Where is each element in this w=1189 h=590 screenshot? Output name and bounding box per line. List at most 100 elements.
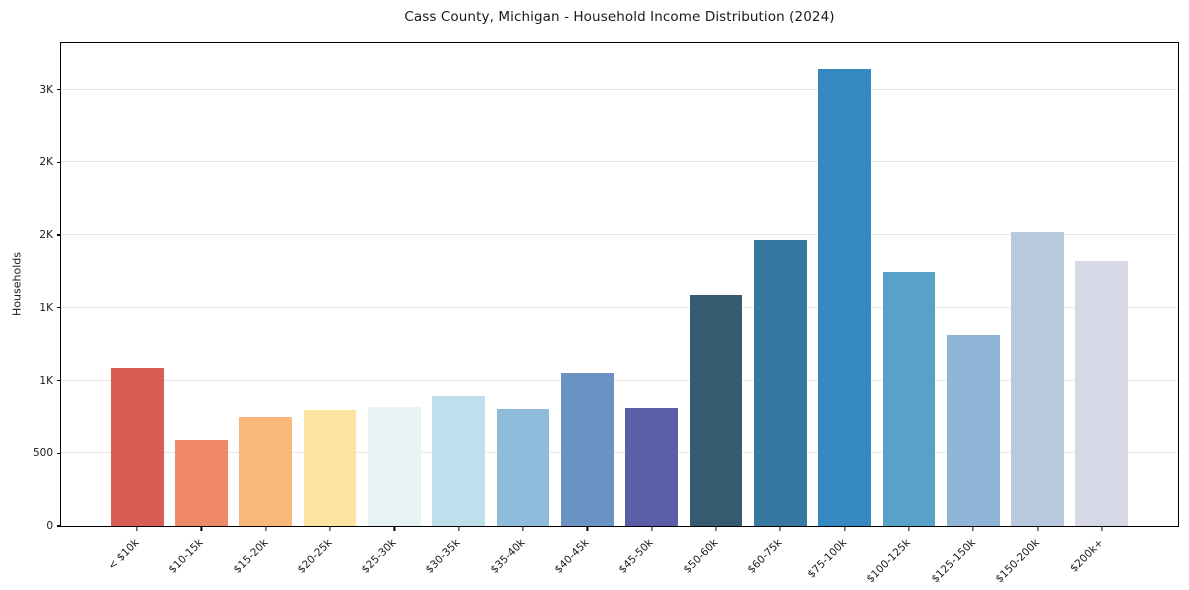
x-tick-label: $35-40k: [488, 536, 528, 576]
bar-slot: [491, 43, 555, 526]
bar-slot: [1005, 43, 1069, 526]
bar: [818, 69, 871, 526]
gridline: [61, 88, 1178, 90]
y-tick-mark: [57, 88, 61, 91]
bar-slot: [362, 43, 426, 526]
y-tick-label: 2K: [39, 229, 53, 242]
x-tick: $45-50k: [616, 526, 684, 586]
y-tick-label: 2K: [39, 156, 53, 169]
x-tick-mark: [393, 527, 395, 531]
x-tick-mark: [1036, 527, 1039, 531]
y-tick-mark: [57, 234, 61, 236]
bar-slot: [555, 43, 619, 526]
x-tick: $15-20k: [230, 526, 298, 586]
bar: [1075, 260, 1129, 526]
chart-title: Cass County, Michigan - Household Income…: [404, 9, 835, 25]
y-tick-label: 1K: [39, 374, 53, 387]
bar-slot: [812, 43, 876, 526]
bar: [625, 408, 679, 526]
bar-slot: [877, 43, 941, 526]
x-tick-mark: [136, 527, 138, 531]
x-tick: $30-35k: [423, 526, 491, 586]
x-tick-mark: [265, 527, 267, 531]
y-tick-mark: [57, 379, 61, 382]
bar: [432, 395, 486, 526]
x-tick-mark: [1101, 527, 1103, 531]
x-tick: $60-75k: [745, 526, 812, 586]
gridline: [61, 161, 1178, 163]
x-tick-label: $45-50k: [616, 536, 656, 576]
y-tick-mark: [57, 452, 61, 454]
bar: [560, 373, 614, 526]
bar: [496, 408, 550, 526]
bar-slot: [169, 43, 233, 526]
bar-slot: [298, 43, 362, 526]
x-tick-mark: [779, 527, 781, 531]
y-tick-mark: [57, 307, 61, 309]
x-tick-label: $75-100k: [805, 536, 849, 581]
x-tick-mark: [844, 527, 846, 531]
y-tick-label: 0: [46, 520, 53, 532]
x-tick: $50-60k: [681, 526, 748, 586]
x-tick: $20-25k: [295, 526, 362, 586]
plot-area: 0 500 1K 1K 2K 2K 3K < $10k $10-15k $15-20k $20-2…: [33, 42, 1179, 585]
x-axis: < $10k $10-15k $15-20k $20-25k $25-30k $30-35…: [105, 526, 1134, 586]
gridline: [61, 234, 1178, 236]
bar: [303, 410, 357, 526]
y-tick-label: 1K: [39, 301, 53, 314]
x-tick-mark: [908, 527, 910, 531]
y-tick-mark: [57, 525, 61, 527]
x-tick-mark: [522, 527, 524, 531]
bar: [110, 368, 164, 526]
gridline: [61, 379, 1178, 381]
x-tick: $40-45k: [552, 526, 619, 586]
y-tick-label: 500: [32, 447, 53, 460]
x-tick: < $10k: [105, 526, 169, 586]
y-tick: 3K: [39, 84, 61, 96]
bar-slot: [105, 43, 169, 526]
gridline: [61, 306, 1178, 308]
y-tick-mark: [57, 161, 61, 163]
bar: [368, 407, 421, 526]
bars-container: [105, 43, 1134, 526]
x-tick-label: $200k+: [1068, 536, 1107, 575]
bar: [1011, 232, 1064, 526]
bar: [882, 272, 936, 526]
x-tick: $10-15k: [166, 526, 233, 586]
bar-slot: [684, 43, 748, 526]
x-tick-mark: [651, 527, 653, 531]
x-tick-label: $15-20k: [230, 536, 271, 576]
x-tick-label: $10-15k: [166, 536, 206, 576]
y-tick-label: 3K: [39, 83, 53, 96]
x-tick: $75-100k: [805, 526, 876, 586]
x-tick: $35-40k: [488, 526, 555, 586]
y-tick: 1K: [39, 375, 61, 387]
y-tick: 2K: [39, 229, 61, 241]
bar-slot: [1070, 43, 1134, 526]
bar: [946, 334, 1000, 526]
x-tick: $150-200k: [993, 526, 1069, 586]
y-axis-label: Households: [10, 252, 24, 316]
y-tick: 500: [33, 447, 61, 459]
x-tick-mark: [586, 527, 588, 531]
x-tick-label: $50-60k: [681, 536, 721, 576]
gridline: [61, 452, 1178, 454]
bar-slot: [620, 43, 684, 526]
x-tick-label: $40-45k: [552, 536, 592, 576]
bar: [753, 240, 807, 526]
x-tick: $200k+: [1068, 526, 1134, 586]
x-tick-mark: [715, 527, 717, 531]
bar-slot: [427, 43, 491, 526]
x-tick: $25-30k: [359, 526, 426, 586]
x-tick-label: $20-25k: [295, 536, 335, 576]
x-tick-label: $30-35k: [423, 536, 463, 576]
bar-slot: [234, 43, 298, 526]
x-tick-label: $60-75k: [745, 536, 785, 576]
bar: [175, 440, 228, 526]
x-tick-label: $25-30k: [359, 536, 399, 576]
y-tick: 0: [46, 520, 61, 532]
x-tick-mark: [458, 527, 460, 531]
x-tick-mark: [972, 527, 974, 531]
x-tick-mark: [329, 527, 331, 531]
bar-slot: [941, 43, 1005, 526]
